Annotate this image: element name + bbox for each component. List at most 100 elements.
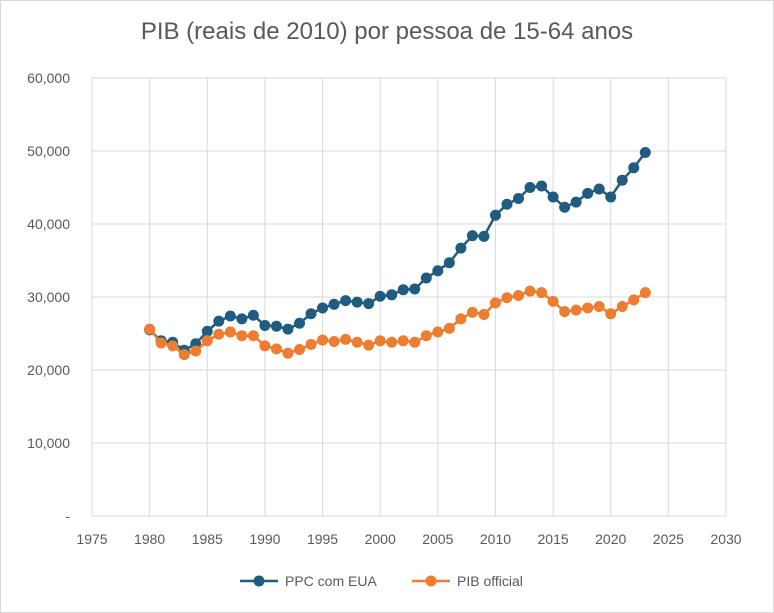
data-point (593, 183, 605, 195)
data-point (386, 336, 398, 348)
data-point (409, 283, 421, 295)
data-point (317, 334, 329, 346)
data-point (374, 290, 386, 302)
data-point (536, 180, 548, 192)
data-point (259, 319, 271, 331)
data-point (409, 336, 421, 348)
data-point (513, 290, 525, 302)
data-point (559, 306, 571, 318)
data-point (397, 335, 409, 347)
y-tick-label: 60,000 (27, 70, 70, 86)
data-point (582, 187, 594, 199)
data-point (432, 326, 444, 338)
data-point (340, 333, 352, 345)
data-point (478, 230, 490, 242)
x-tick-label: 1990 (249, 531, 280, 547)
data-point (236, 330, 248, 342)
data-point (513, 192, 525, 204)
data-point (616, 174, 628, 186)
y-tick-label: 10,000 (27, 435, 70, 451)
y-tick-label: - (65, 508, 70, 524)
data-point (616, 300, 628, 312)
data-point (501, 198, 513, 210)
data-point (432, 265, 444, 277)
y-tick-label: 30,000 (27, 289, 70, 305)
data-point (305, 308, 317, 320)
x-tick-label: 2000 (365, 531, 396, 547)
data-point (593, 300, 605, 312)
data-point (293, 344, 305, 356)
data-point (628, 294, 640, 306)
legend-marker (425, 575, 437, 587)
data-point (224, 326, 236, 338)
chart-title: PIB (reais de 2010) por pessoa de 15-64 … (140, 18, 634, 45)
data-point (236, 313, 248, 325)
data-point (374, 335, 386, 347)
data-point (178, 349, 190, 361)
data-point (420, 330, 432, 342)
data-point (247, 330, 259, 342)
data-point (386, 289, 398, 301)
data-point (190, 345, 202, 357)
data-point (317, 302, 329, 314)
data-point (501, 292, 513, 304)
data-point (201, 325, 213, 337)
data-point (213, 315, 225, 327)
data-point (328, 336, 340, 348)
data-point (224, 310, 236, 322)
data-point (547, 191, 559, 203)
data-point (582, 302, 594, 314)
data-point (455, 242, 467, 254)
x-tick-label: 2010 (480, 531, 511, 547)
data-point (247, 309, 259, 321)
x-tick-label: 2005 (422, 531, 453, 547)
data-point (213, 328, 225, 340)
data-point (478, 309, 490, 321)
data-point (639, 287, 651, 299)
data-point (547, 295, 559, 307)
data-point (282, 323, 294, 335)
data-point (201, 335, 213, 347)
data-point (466, 306, 478, 318)
data-point (605, 191, 617, 203)
data-point (282, 347, 294, 359)
x-tick-label: 2030 (710, 531, 741, 547)
data-point (397, 284, 409, 296)
data-point (628, 162, 640, 174)
data-point (443, 257, 455, 269)
y-tick-label: 20,000 (27, 362, 70, 378)
data-point (270, 343, 282, 355)
y-tick-label: 40,000 (27, 216, 70, 232)
legend-marker (253, 575, 265, 587)
data-point (570, 196, 582, 208)
data-point (524, 285, 536, 297)
data-point (167, 340, 179, 352)
y-tick-label: 50,000 (27, 143, 70, 159)
data-point (293, 317, 305, 329)
data-point (351, 296, 363, 308)
data-point (489, 209, 501, 221)
data-point (466, 230, 478, 242)
data-point (605, 308, 617, 320)
data-point (443, 322, 455, 334)
data-point (524, 182, 536, 193)
data-point (570, 304, 582, 316)
data-point (536, 287, 548, 299)
data-point (259, 340, 271, 352)
data-point (363, 339, 375, 351)
legend-label: PIB official (457, 573, 523, 589)
data-point (489, 297, 501, 309)
x-tick-label: 2015 (538, 531, 569, 547)
data-point (420, 272, 432, 284)
data-point (639, 146, 651, 158)
x-tick-label: 1995 (307, 531, 338, 547)
x-tick-label: 1980 (134, 531, 165, 547)
data-point (340, 295, 352, 307)
x-tick-label: 1985 (192, 531, 223, 547)
data-point (328, 298, 340, 310)
data-point (351, 336, 363, 348)
x-tick-label: 2020 (595, 531, 626, 547)
data-point (144, 323, 156, 335)
